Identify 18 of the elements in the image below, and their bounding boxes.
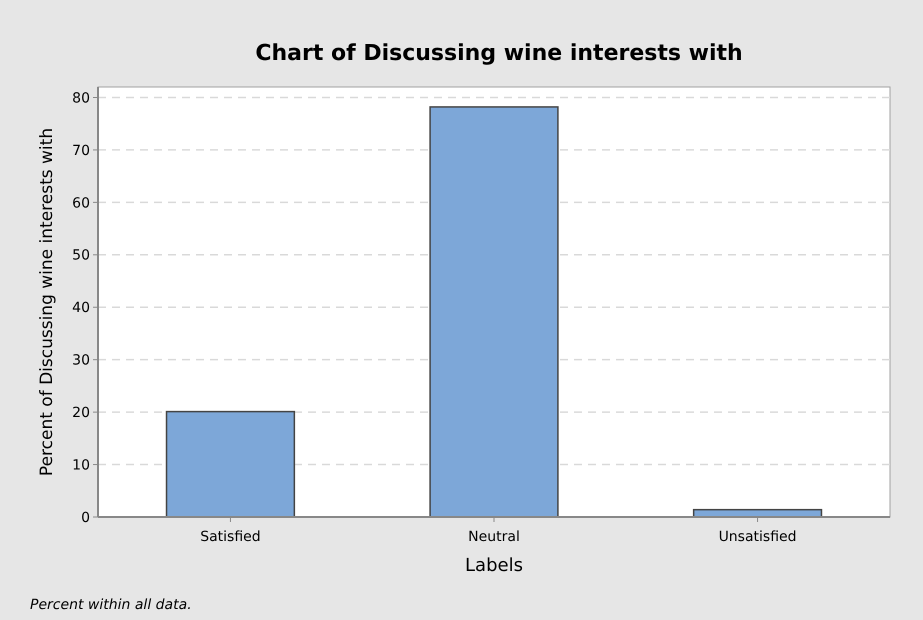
bar bbox=[429, 106, 559, 518]
y-tick-label: 50 bbox=[72, 248, 90, 264]
y-axis-title: Percent of Discussing wine interests with bbox=[37, 128, 57, 476]
y-tick-label: 20 bbox=[72, 405, 90, 422]
y-tick-label: 0 bbox=[81, 510, 90, 526]
x-tick-label: Neutral bbox=[468, 529, 520, 545]
y-tick-label: 60 bbox=[72, 195, 90, 212]
y-tick-label: 70 bbox=[72, 142, 90, 159]
y-tick-label: 30 bbox=[72, 352, 90, 369]
bar bbox=[166, 410, 296, 518]
y-tick-label: 10 bbox=[72, 457, 90, 474]
x-tick-label: Unsatisfied bbox=[718, 529, 797, 545]
y-tick-label: 40 bbox=[72, 300, 90, 316]
text: Percent within all data. bbox=[30, 597, 192, 613]
x-tick-label: Satisfied bbox=[200, 529, 261, 545]
x-axis-title: Labels bbox=[465, 555, 523, 576]
chart-title: Chart of Discussing wine interests with bbox=[255, 41, 743, 66]
y-tick-label: 80 bbox=[72, 90, 90, 106]
